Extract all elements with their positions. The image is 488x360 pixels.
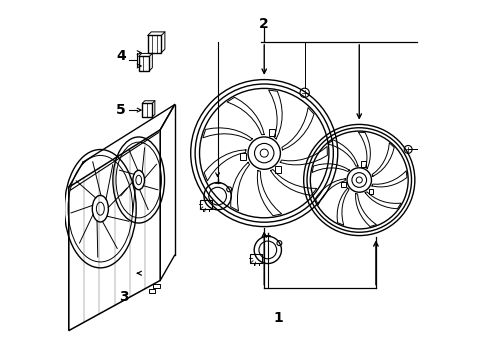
Text: 5: 5 (116, 103, 125, 117)
Text: 3: 3 (119, 289, 129, 303)
Bar (149, 289, 155, 293)
Text: 4: 4 (116, 49, 125, 63)
Bar (153, 284, 159, 288)
Bar (275, 166, 281, 174)
Bar (268, 129, 274, 136)
Bar (147, 36, 161, 53)
Bar (341, 181, 345, 187)
Bar (239, 153, 245, 161)
Text: 1: 1 (273, 311, 283, 325)
Bar (368, 189, 372, 194)
Text: 2: 2 (259, 17, 268, 31)
Bar (142, 103, 152, 117)
Bar (361, 161, 365, 167)
Bar (139, 56, 149, 71)
Bar (249, 254, 262, 262)
Bar (200, 200, 212, 209)
